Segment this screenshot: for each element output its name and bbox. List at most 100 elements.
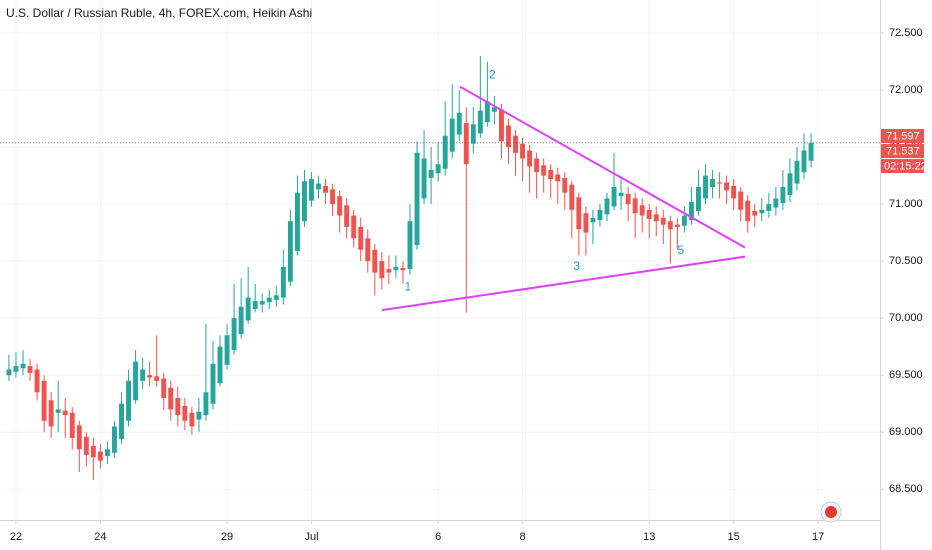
candle-body [182,405,188,421]
candle-body [6,369,12,376]
y-tick-label: 70.000 [889,312,923,324]
candle-body [344,205,350,227]
candle-body [210,363,216,404]
candle-body [104,449,110,457]
candle-body [280,266,286,298]
candle-body [358,226,364,250]
candle-body [323,185,329,193]
candle-body [541,165,547,176]
candle-body [224,335,230,365]
candle-body [449,118,455,152]
candle-body [681,215,687,226]
candle-body [625,193,631,205]
price-label-box [881,144,924,159]
candle-body [386,269,392,273]
candle-body [710,179,716,188]
x-tick-label: 22 [10,531,22,543]
x-tick-label: 15 [728,531,740,543]
candle-body [379,261,385,279]
wave-label: 3 [573,259,580,273]
candle-body [112,426,117,453]
candle-body [48,400,54,427]
candle-body [273,295,279,300]
candle-body [231,318,237,351]
y-tick-label: 69.500 [889,369,923,381]
candle-body [576,197,582,230]
candle-body [407,221,413,270]
candle-body [69,412,75,438]
x-tick-label: 13 [643,531,655,543]
trend-line [459,85,746,249]
candle-body [653,214,659,222]
candle-body [506,125,511,148]
candle-body [351,215,357,239]
candle-body [477,110,483,134]
candle-body [97,451,103,461]
candle-body [154,376,160,381]
candle-body [717,182,723,184]
candle-body [731,185,737,199]
candle-body [745,200,751,222]
axes: 68.500 69.000 69.500 70.000 70.500 71.000 71.5… [10,27,927,543]
candle-body [309,179,314,201]
candle-body [294,192,300,251]
x-tick-label: 17 [812,531,824,543]
candle-body [259,301,265,305]
candle-body [266,297,272,303]
y-tick-label: 71.000 [889,198,923,210]
candle-body [470,124,476,144]
candle-body [604,198,610,215]
drawings: 1 2 3 5 [0,67,880,312]
candle-body [562,177,568,193]
candle-body [491,107,497,112]
x-tick-label: 29 [221,531,233,543]
candle-body [337,196,343,216]
candle-body [414,152,420,246]
candle-body [90,445,96,458]
candle-body [400,267,406,271]
candle-body [794,160,800,184]
wave-label: 5 [678,243,685,257]
candle-body [639,205,645,216]
candle-body [766,204,772,211]
candle-body [287,221,293,282]
candle-body [752,210,758,216]
grid [0,0,880,520]
candle-body [189,412,195,427]
candle-body [773,198,779,208]
x-tick-label: 6 [435,531,441,543]
candle-body [365,238,371,262]
candle-body [618,192,624,197]
candle-body [147,375,153,378]
price-label: 71.597 [886,130,920,142]
candle-body [435,164,441,174]
candle-body [196,411,202,420]
candle-body [55,409,61,413]
candle-body [316,183,321,190]
candle-body [245,297,251,321]
wave-label: 1 [405,280,412,294]
candle-body [168,387,174,410]
candle-body [759,209,765,214]
candle-body [372,249,378,273]
candle-body [34,369,40,393]
chart-title: U.S. Dollar / Russian Ruble, 4h, FOREX.c… [6,6,312,20]
candle-body [597,209,603,221]
y-tick-label: 72.000 [889,84,923,96]
candle-body [330,189,336,205]
candle-body [808,142,814,161]
candle-body [203,392,209,416]
x-tick-label: 8 [520,531,526,543]
candle-body [456,112,462,135]
candle-body [724,182,730,191]
candle-body [548,169,554,180]
trend-line [381,255,746,312]
candle-body [646,209,652,219]
price-label: 71.537 [886,145,920,157]
candle-body [555,174,561,182]
candle-body [62,410,68,416]
candle-body [126,380,132,421]
candle-body [252,301,258,310]
candle-body [703,175,708,199]
candle-body [513,135,518,153]
